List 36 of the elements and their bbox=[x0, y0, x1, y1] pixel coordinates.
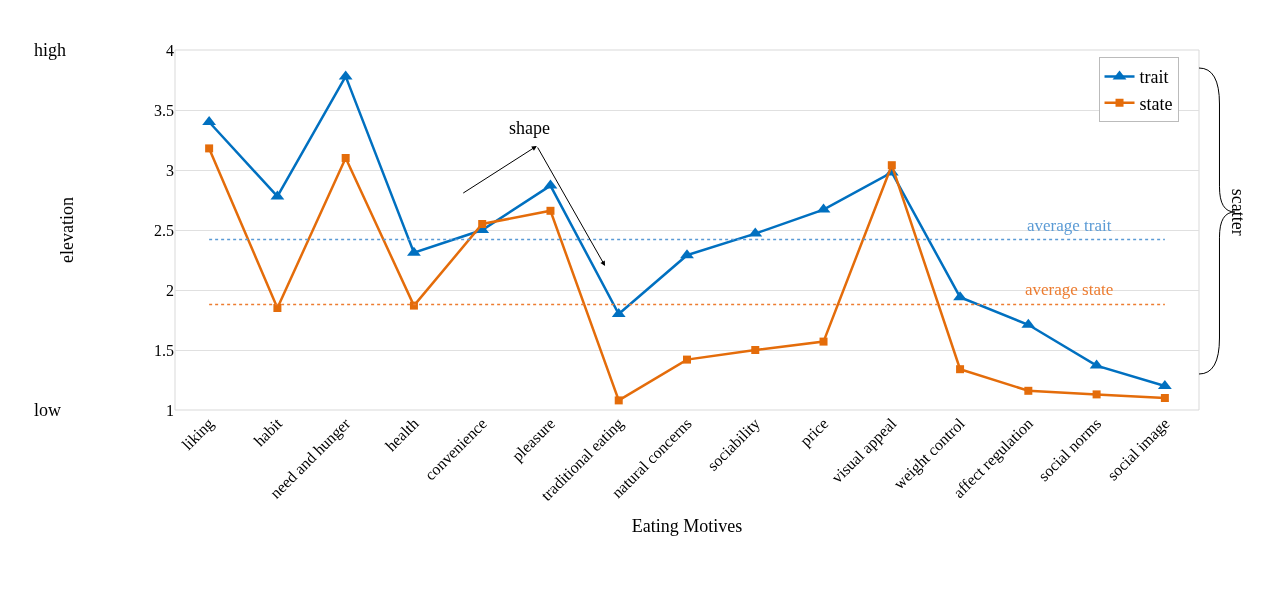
ref-line-label: average state bbox=[1025, 280, 1114, 299]
point bbox=[341, 154, 350, 162]
y-tick-label: 4 bbox=[166, 41, 174, 59]
text: scatter bbox=[1228, 188, 1249, 236]
point bbox=[478, 220, 487, 228]
y-axis-title: elevation bbox=[57, 197, 78, 263]
y-tick-label: 1.5 bbox=[154, 341, 174, 359]
y-tick-label: 2.5 bbox=[154, 221, 174, 239]
point bbox=[273, 304, 282, 312]
point bbox=[683, 355, 691, 364]
text: high bbox=[34, 40, 67, 60]
y-tick-label: 1 bbox=[166, 401, 174, 419]
legend-label: trait bbox=[1139, 67, 1169, 88]
point bbox=[1160, 394, 1169, 402]
point bbox=[953, 291, 967, 301]
point bbox=[680, 249, 694, 259]
point bbox=[614, 396, 623, 405]
point bbox=[409, 301, 418, 310]
point bbox=[956, 365, 965, 374]
point bbox=[751, 346, 760, 354]
y-tick-label: 2 bbox=[166, 281, 174, 299]
point bbox=[205, 144, 214, 153]
legend-label: state bbox=[1139, 93, 1173, 114]
point bbox=[407, 246, 421, 256]
x-tick-label: habit bbox=[250, 414, 286, 450]
annotation: shape bbox=[509, 118, 550, 138]
text: low bbox=[34, 400, 61, 420]
y-tick-label: 3 bbox=[166, 161, 174, 179]
point bbox=[819, 337, 828, 346]
ref-line-label: average trait bbox=[1027, 216, 1112, 235]
point bbox=[887, 161, 896, 170]
y-tick-label: 3.5 bbox=[154, 101, 174, 119]
point bbox=[1024, 386, 1033, 395]
x-axis-title: Eating Motives bbox=[631, 515, 743, 536]
point bbox=[546, 206, 555, 215]
point bbox=[1092, 390, 1101, 399]
